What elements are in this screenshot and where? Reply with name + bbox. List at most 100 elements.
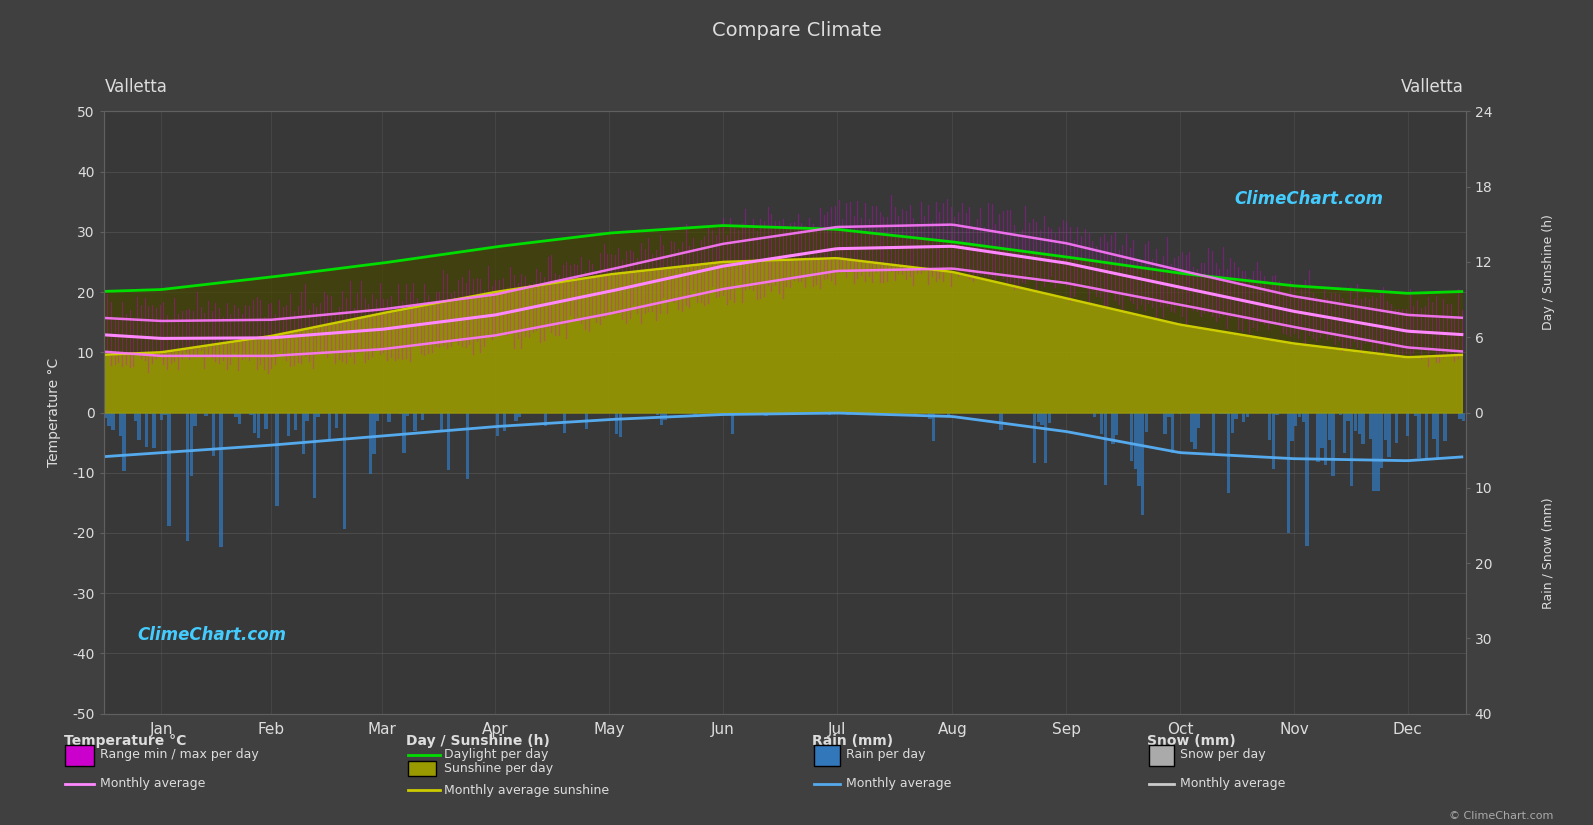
Bar [123,412,126,471]
Bar [1134,412,1137,469]
Bar [1112,412,1115,444]
Bar [1294,412,1297,426]
Bar [368,412,373,474]
Bar [295,412,298,430]
Text: Rain / Snow (mm): Rain / Snow (mm) [1542,497,1555,609]
Bar [1129,412,1133,461]
Bar [107,412,112,426]
Bar [220,412,223,547]
Bar [545,412,548,427]
Bar [1212,412,1215,454]
Bar [929,412,932,419]
Bar [118,412,123,436]
Bar [104,412,107,418]
Bar [1351,412,1354,487]
Bar [1190,412,1193,441]
Bar [1163,412,1166,435]
Bar [585,412,588,429]
Bar [656,412,660,415]
Bar [186,412,190,541]
Bar [317,412,320,417]
Bar [1231,412,1235,433]
Bar [518,412,521,417]
Text: Valletta: Valletta [1402,78,1464,97]
Bar [1115,412,1118,435]
Bar [1032,412,1035,463]
Bar [414,412,417,431]
Bar [145,412,148,446]
Bar [134,412,137,421]
Bar [1145,412,1149,431]
Text: Snow (mm): Snow (mm) [1147,734,1236,748]
Bar [387,412,390,422]
Bar [373,412,376,455]
Text: Temperature °C: Temperature °C [64,734,186,748]
Text: Daylight per day: Daylight per day [444,748,550,761]
Bar [1276,412,1279,416]
Bar [376,412,379,422]
Bar [999,412,1002,430]
Bar [890,412,894,413]
Text: ClimeChart.com: ClimeChart.com [1235,190,1383,208]
Bar [256,412,260,438]
Y-axis label: Temperature °C: Temperature °C [46,358,61,467]
Bar [342,412,346,529]
Bar [465,412,468,478]
Bar [760,412,763,413]
Bar [618,412,621,437]
Bar [1193,412,1196,449]
Text: Range min / max per day: Range min / max per day [100,748,260,761]
Text: Compare Climate: Compare Climate [712,21,881,40]
Bar [1287,412,1290,533]
Bar [660,412,663,425]
Bar [287,412,290,436]
Bar [1395,412,1399,443]
Text: Valletta: Valletta [105,78,167,97]
Bar [1196,412,1201,428]
Text: Day / Sunshine (h): Day / Sunshine (h) [406,734,550,748]
Bar [1246,412,1249,417]
Bar [932,412,935,441]
Bar [1305,412,1308,545]
Bar [846,412,849,415]
Bar [913,412,918,415]
Bar [495,412,499,436]
Bar [1290,412,1294,441]
Bar [1458,412,1462,419]
Bar [1268,412,1271,440]
Bar [1137,412,1141,486]
Text: Monthly average: Monthly average [846,777,951,790]
Bar [212,412,215,456]
Bar [421,412,424,420]
Bar [249,412,253,415]
Bar [159,412,162,420]
Bar [301,412,304,454]
Bar [1171,412,1174,453]
Bar [193,412,196,427]
Bar [148,412,151,414]
Bar [1368,412,1372,439]
Bar [137,412,140,440]
Bar [328,412,331,440]
Bar [312,412,315,498]
Bar [1141,412,1144,515]
Bar [503,412,507,431]
Bar [1220,412,1223,414]
Bar [1413,412,1416,417]
Bar [562,412,566,433]
Bar [1235,412,1238,419]
Bar [403,412,406,453]
Bar [1101,412,1104,434]
Bar [615,412,618,435]
Bar [264,412,268,429]
Bar [1316,412,1321,462]
Bar [234,412,237,417]
Bar [1346,412,1349,421]
Bar [1373,412,1376,491]
Text: Rain (mm): Rain (mm) [812,734,894,748]
Bar [1435,412,1438,460]
Bar [828,412,832,416]
Bar [153,412,156,448]
Bar [1093,412,1096,417]
Bar [1104,412,1107,485]
